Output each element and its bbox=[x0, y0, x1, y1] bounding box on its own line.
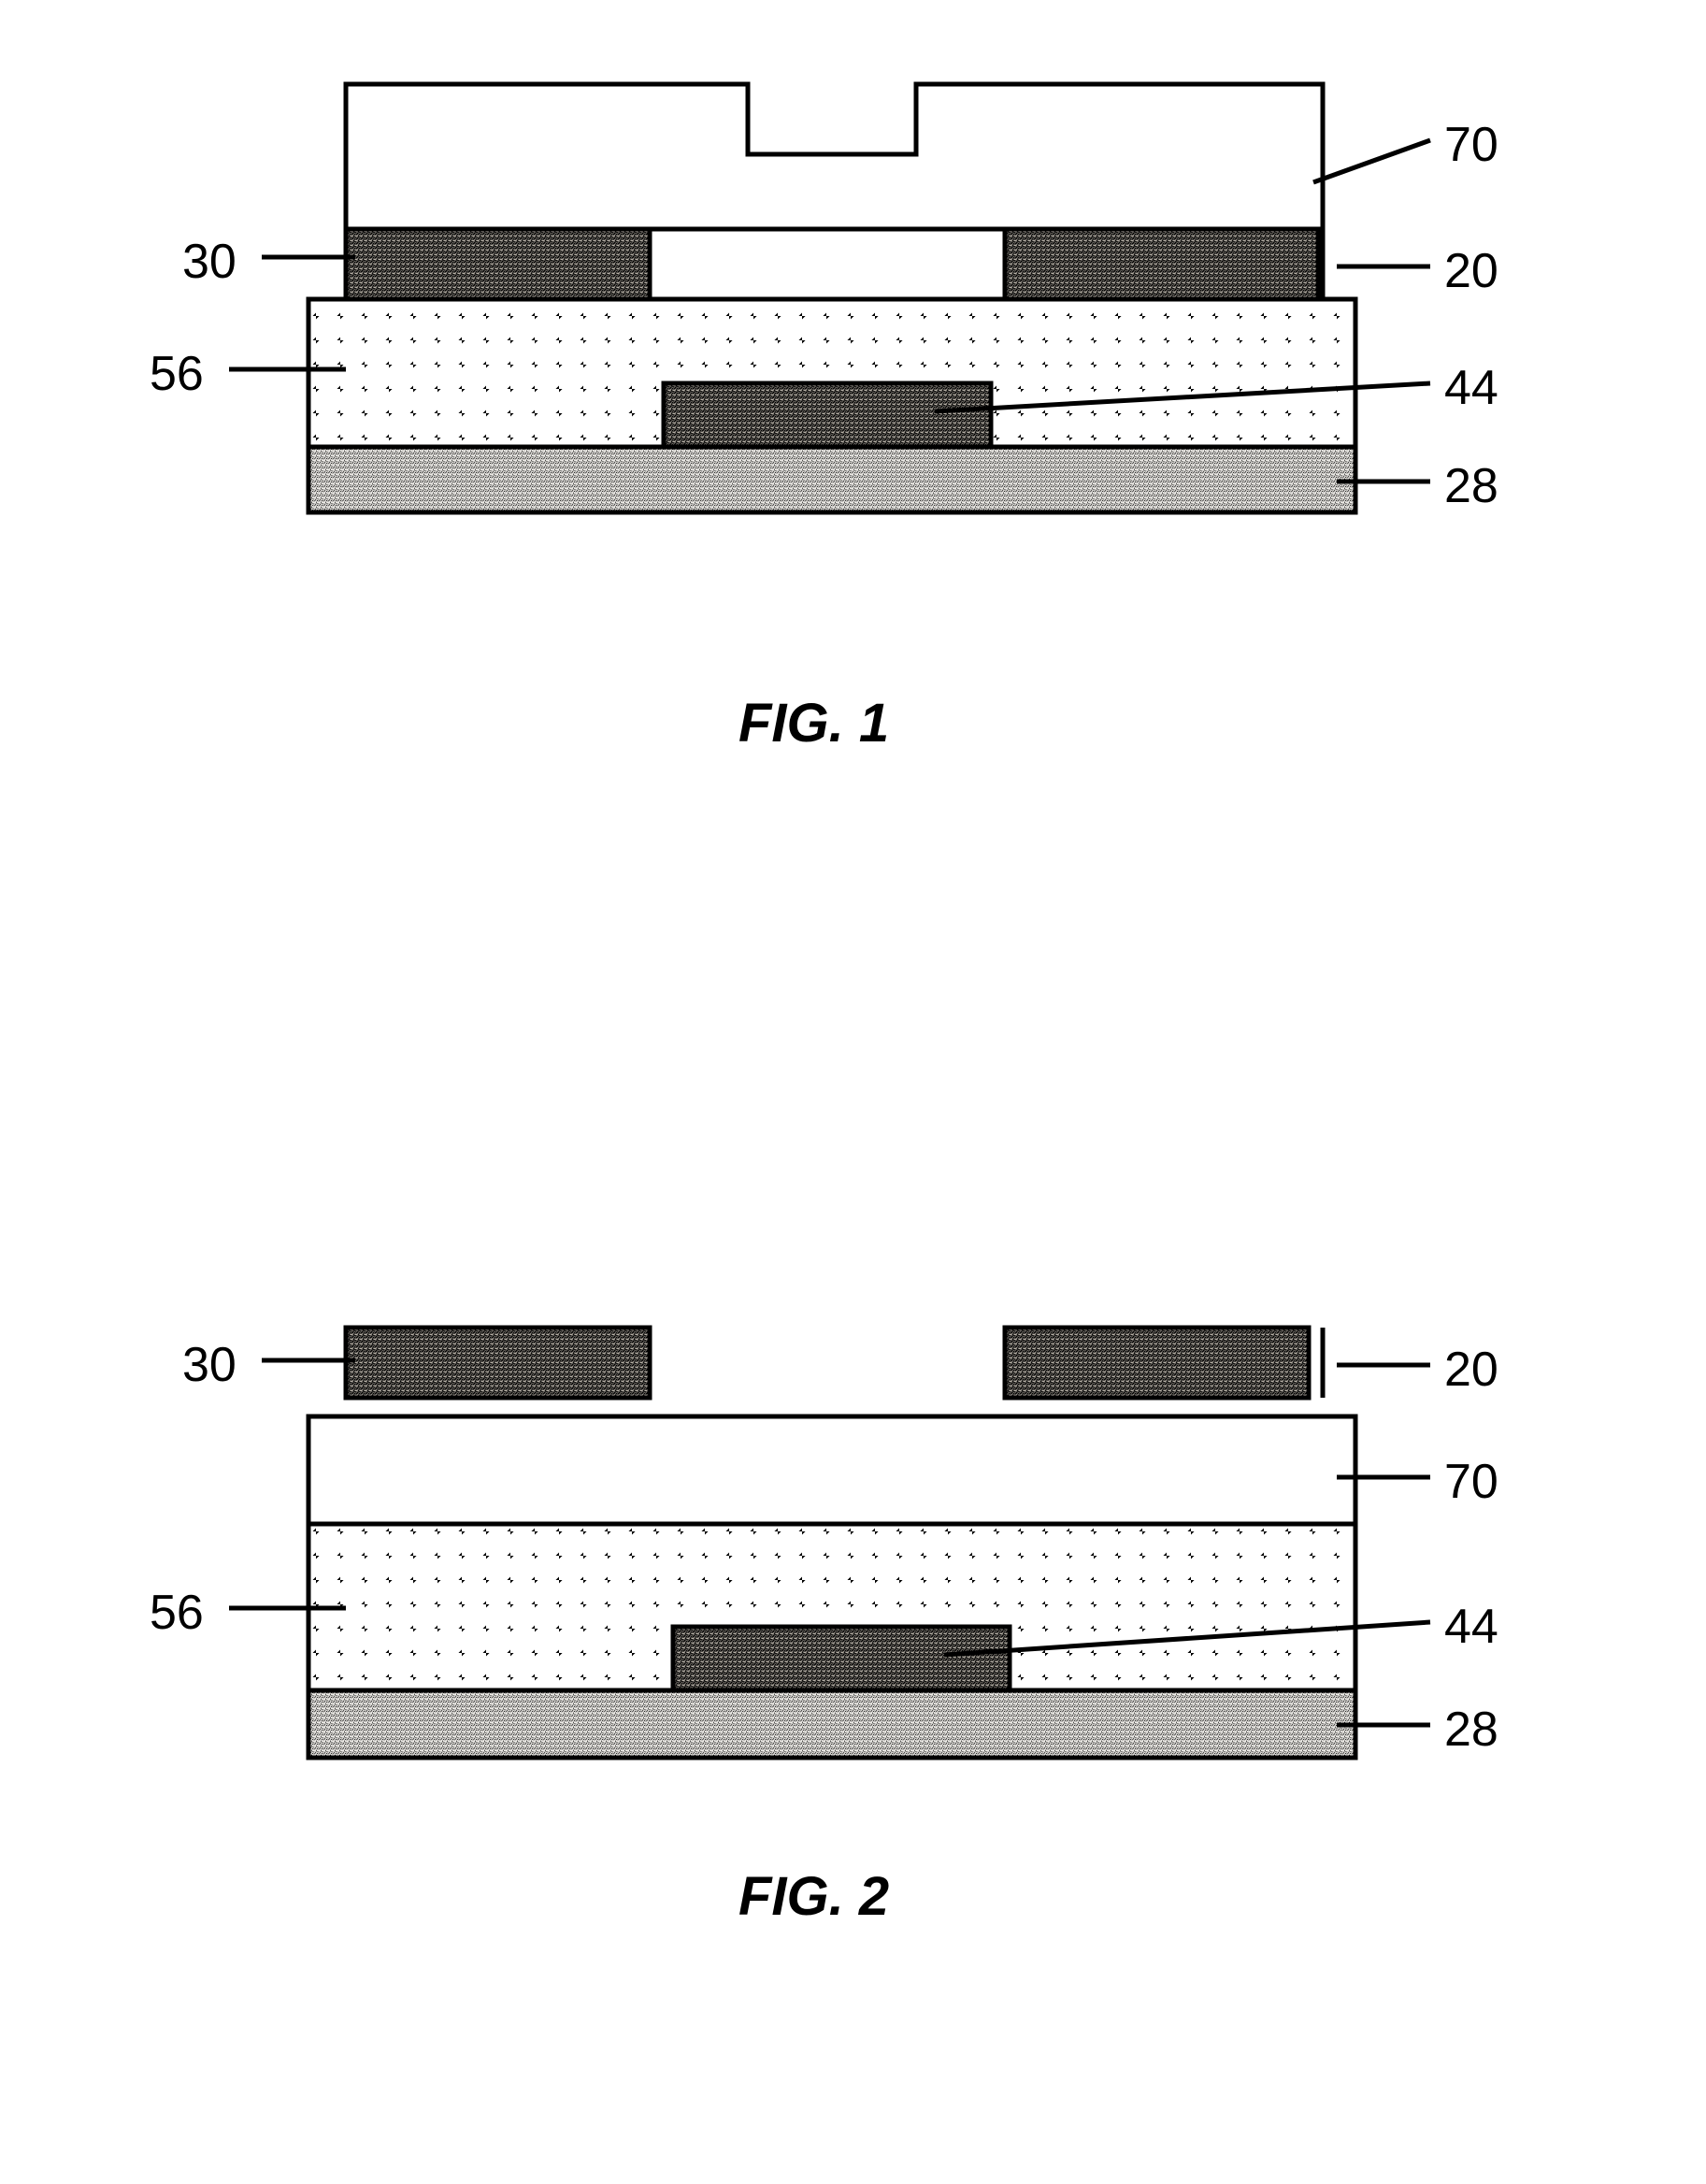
fig1-layer-44 bbox=[664, 383, 991, 447]
fig2-ref-20: 20 bbox=[1444, 1342, 1498, 1398]
fig1-ref-44: 44 bbox=[1444, 360, 1498, 416]
fig2-layer-44 bbox=[673, 1627, 1010, 1690]
fig2-ref-44: 44 bbox=[1444, 1599, 1498, 1655]
fig1-leader-2 bbox=[1313, 140, 1430, 182]
fig1-layer-20 bbox=[1005, 229, 1318, 299]
fig1-layer-28 bbox=[308, 447, 1355, 512]
fig1-ref-30: 30 bbox=[182, 234, 237, 290]
fig2-caption: FIG. 2 bbox=[738, 1865, 889, 1928]
fig1-layer-30 bbox=[346, 229, 650, 299]
fig1-ref-56: 56 bbox=[150, 346, 204, 402]
fig1-ref-70: 70 bbox=[1444, 117, 1498, 173]
fig1-caption: FIG. 1 bbox=[738, 692, 889, 754]
fig2-ref-70: 70 bbox=[1444, 1454, 1498, 1510]
fig1-ref-20: 20 bbox=[1444, 243, 1498, 299]
fig1-layer-70-notch-fill bbox=[751, 79, 914, 154]
fig2-ref-56: 56 bbox=[150, 1585, 204, 1641]
fig2-ref-28: 28 bbox=[1444, 1702, 1498, 1758]
fig2-layer-30 bbox=[346, 1328, 650, 1398]
fig2-layer-70 bbox=[308, 1416, 1355, 1524]
fig2-ref-30: 30 bbox=[182, 1337, 237, 1393]
fig2-layer-20 bbox=[1005, 1328, 1309, 1398]
fig1-ref-28: 28 bbox=[1444, 458, 1498, 514]
fig2-layer-28 bbox=[308, 1690, 1355, 1758]
